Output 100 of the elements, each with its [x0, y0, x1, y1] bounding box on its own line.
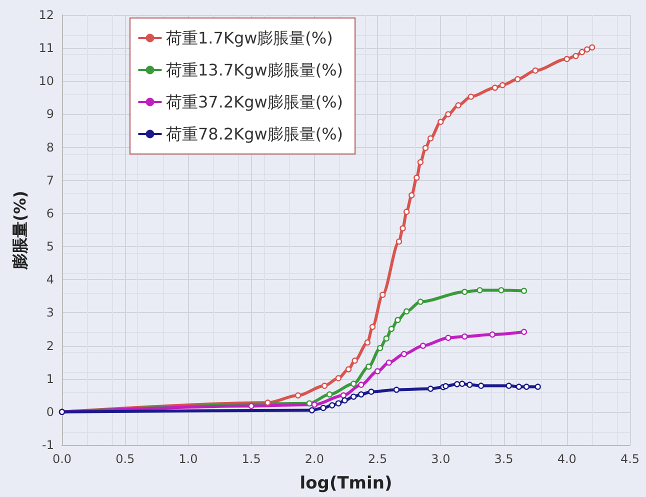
x-tick-label: 0.0 — [52, 452, 72, 466]
y-tick-label: 3 — [46, 306, 54, 320]
point — [417, 298, 424, 305]
point — [369, 324, 376, 330]
point — [380, 292, 386, 298]
legend-label: 荷重1.7Kgw膨脹量(%) — [166, 28, 333, 48]
point — [400, 350, 408, 358]
point — [403, 308, 410, 314]
y-tick-label: 4 — [46, 272, 54, 287]
y-tick-label: 2 — [46, 338, 54, 353]
legend-label: 荷重78.2Kgw膨脹量(%) — [166, 124, 344, 144]
point — [386, 360, 392, 366]
point — [454, 381, 460, 388]
x-tick-label: 3.5 — [494, 452, 514, 466]
x-tick-label: 4.5 — [620, 452, 640, 466]
point — [584, 46, 590, 52]
point — [388, 326, 395, 332]
point — [320, 404, 326, 412]
point — [394, 316, 401, 324]
point — [489, 331, 496, 338]
point — [506, 382, 512, 389]
point — [478, 382, 484, 389]
point — [358, 382, 364, 388]
point — [442, 383, 449, 390]
point — [532, 67, 538, 74]
x-tick-label: 4.0 — [557, 452, 576, 466]
point — [335, 375, 342, 382]
y-tick-label: 0 — [46, 404, 54, 419]
point — [520, 288, 528, 294]
point — [455, 102, 462, 108]
point — [326, 391, 333, 398]
point — [523, 384, 530, 390]
point — [476, 287, 483, 294]
point — [403, 208, 410, 215]
point — [445, 111, 452, 118]
point — [408, 192, 415, 198]
y-tick-label: -1 — [42, 438, 54, 452]
y-axis-title: 膨脹量(%) — [10, 190, 30, 270]
x-tick-label: 2.0 — [304, 452, 324, 466]
point — [350, 380, 357, 387]
point — [420, 342, 426, 349]
point — [383, 335, 390, 342]
x-axis-title: log(Tmin) — [300, 474, 392, 494]
point — [438, 118, 444, 125]
point — [352, 358, 358, 364]
point — [445, 334, 452, 341]
y-tick-label: 6 — [46, 206, 54, 220]
x-tick-label: 1.5 — [242, 452, 261, 466]
point — [578, 48, 586, 56]
point — [459, 380, 466, 387]
point — [534, 384, 541, 390]
point — [427, 386, 434, 392]
x-tick-label: 3.0 — [431, 452, 450, 466]
point — [466, 382, 473, 388]
point — [358, 391, 364, 398]
y-tick-label: 1 — [46, 372, 54, 386]
point — [321, 382, 328, 389]
point — [492, 84, 498, 91]
point — [396, 238, 402, 245]
point — [374, 368, 381, 374]
y-tick-label: 8 — [46, 140, 54, 154]
point — [340, 392, 347, 398]
point — [520, 328, 528, 335]
x-tick-label: 2.5 — [368, 452, 388, 466]
x-tick-label: 1.0 — [178, 452, 198, 466]
point — [414, 174, 420, 181]
point — [462, 333, 468, 340]
y-tick-label: 11 — [38, 41, 54, 56]
point — [400, 225, 406, 232]
point — [294, 392, 302, 398]
x-tick-label: 0.5 — [116, 452, 135, 466]
point — [462, 288, 468, 295]
point — [366, 364, 372, 370]
point — [350, 394, 357, 400]
point — [311, 402, 318, 408]
point — [514, 76, 521, 82]
point — [572, 52, 579, 60]
y-tick-label: 10 — [38, 74, 54, 88]
y-tick-label: 12 — [38, 8, 54, 22]
point — [264, 400, 271, 406]
point — [499, 82, 506, 88]
point — [516, 384, 522, 390]
legend-label: 荷重13.7Kgw膨脹量(%) — [166, 60, 344, 80]
point — [417, 159, 424, 166]
point — [364, 339, 371, 346]
point — [498, 287, 504, 294]
y-tick-label: 5 — [46, 240, 54, 254]
point — [589, 44, 596, 51]
point — [329, 402, 336, 408]
y-tick-label: 7 — [46, 173, 54, 188]
point — [427, 135, 434, 142]
point — [342, 397, 348, 404]
point — [248, 402, 254, 410]
point — [368, 388, 374, 395]
point — [393, 386, 400, 393]
point — [468, 94, 474, 100]
point — [376, 344, 384, 352]
y-tick-label: 9 — [46, 107, 54, 122]
point — [308, 407, 316, 414]
point — [335, 400, 342, 406]
